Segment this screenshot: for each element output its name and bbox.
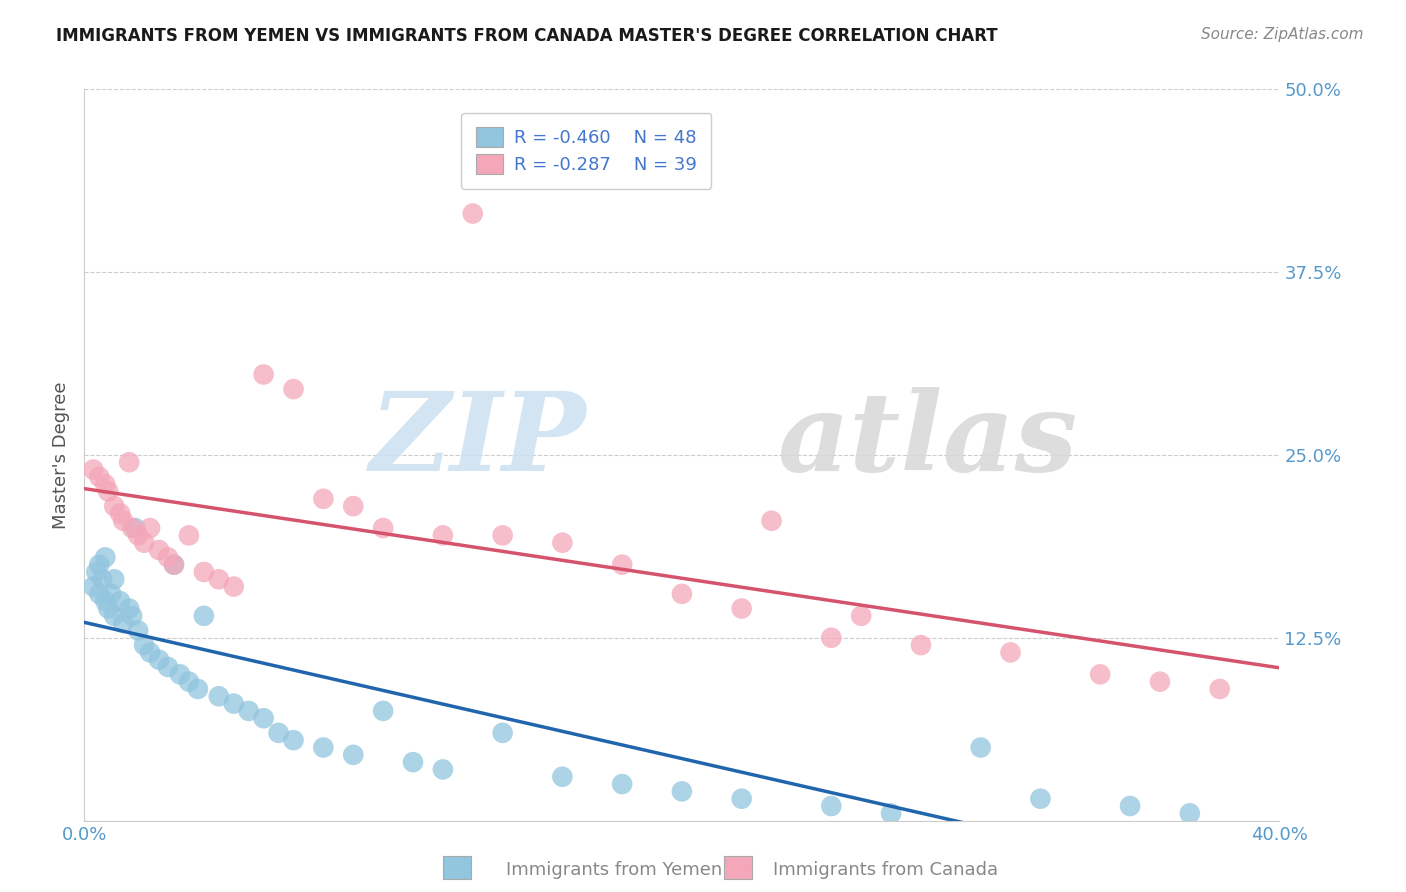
Point xyxy=(342,499,364,513)
Point xyxy=(492,528,515,542)
Point xyxy=(671,587,693,601)
Point xyxy=(880,806,903,821)
Point xyxy=(1029,791,1052,805)
Point xyxy=(283,733,305,747)
Point xyxy=(121,608,143,623)
Point xyxy=(112,514,135,528)
Point xyxy=(1000,645,1022,659)
Point xyxy=(157,550,180,565)
Point xyxy=(148,543,170,558)
Point xyxy=(169,667,191,681)
Point xyxy=(193,565,215,579)
Point xyxy=(94,594,117,608)
Point xyxy=(731,791,754,805)
Text: Source: ZipAtlas.com: Source: ZipAtlas.com xyxy=(1201,27,1364,42)
Point xyxy=(208,572,231,586)
Point xyxy=(820,799,842,814)
Text: Immigrants from Canada: Immigrants from Canada xyxy=(773,861,998,879)
Point xyxy=(89,587,111,601)
Point xyxy=(127,624,149,638)
Point xyxy=(139,645,162,659)
Point xyxy=(492,726,515,740)
Point xyxy=(100,587,122,601)
Point xyxy=(1209,681,1232,696)
Point xyxy=(222,580,245,594)
Point xyxy=(121,521,143,535)
Point xyxy=(342,747,364,762)
Point xyxy=(731,601,754,615)
Point xyxy=(910,638,932,652)
Point xyxy=(222,697,245,711)
Point xyxy=(148,653,170,667)
Point xyxy=(132,535,156,549)
Text: IMMIGRANTS FROM YEMEN VS IMMIGRANTS FROM CANADA MASTER'S DEGREE CORRELATION CHAR: IMMIGRANTS FROM YEMEN VS IMMIGRANTS FROM… xyxy=(56,27,998,45)
Point xyxy=(97,484,120,499)
Point xyxy=(163,558,186,572)
Point xyxy=(82,580,104,594)
Point xyxy=(761,514,783,528)
Point xyxy=(91,572,114,586)
Point xyxy=(312,740,335,755)
Point xyxy=(267,726,290,740)
Point xyxy=(177,674,200,689)
Point xyxy=(432,763,454,777)
Point xyxy=(373,704,395,718)
Point xyxy=(253,711,276,725)
Point xyxy=(551,770,574,784)
Point xyxy=(89,558,111,572)
Point xyxy=(283,382,305,396)
Point xyxy=(157,660,180,674)
Point xyxy=(103,499,125,513)
Legend: R = -0.460    N = 48, R = -0.287    N = 39: R = -0.460 N = 48, R = -0.287 N = 39 xyxy=(461,113,711,189)
Point xyxy=(86,565,108,579)
Point xyxy=(103,608,125,623)
Point xyxy=(82,462,104,476)
Point xyxy=(132,638,156,652)
Point xyxy=(820,631,842,645)
Point xyxy=(970,740,993,755)
Point xyxy=(461,206,484,220)
Point xyxy=(118,601,141,615)
Point xyxy=(208,690,231,704)
Point xyxy=(103,572,125,586)
Point xyxy=(1090,667,1112,681)
Point xyxy=(193,608,215,623)
Point xyxy=(612,558,634,572)
Point xyxy=(127,528,149,542)
Text: atlas: atlas xyxy=(778,386,1078,494)
Point xyxy=(312,491,335,506)
Point xyxy=(139,521,162,535)
Point xyxy=(124,521,146,535)
Point xyxy=(163,558,186,572)
Point xyxy=(1178,806,1201,821)
Point xyxy=(94,477,117,491)
Point xyxy=(551,535,574,549)
Point xyxy=(118,455,141,469)
Point xyxy=(1119,799,1142,814)
Point xyxy=(94,550,117,565)
Point xyxy=(253,368,276,382)
Point xyxy=(97,601,120,615)
Y-axis label: Master's Degree: Master's Degree xyxy=(52,381,70,529)
Point xyxy=(851,608,873,623)
Point xyxy=(110,594,132,608)
Point xyxy=(110,507,132,521)
Point xyxy=(89,470,111,484)
Text: ZIP: ZIP xyxy=(370,386,586,494)
Point xyxy=(432,528,454,542)
Point xyxy=(238,704,260,718)
Text: Immigrants from Yemen: Immigrants from Yemen xyxy=(506,861,723,879)
Point xyxy=(1149,674,1171,689)
Point xyxy=(187,681,209,696)
Point xyxy=(373,521,395,535)
Point xyxy=(671,784,693,798)
Point xyxy=(177,528,200,542)
Point xyxy=(612,777,634,791)
Point xyxy=(402,755,425,769)
Point xyxy=(112,616,135,631)
